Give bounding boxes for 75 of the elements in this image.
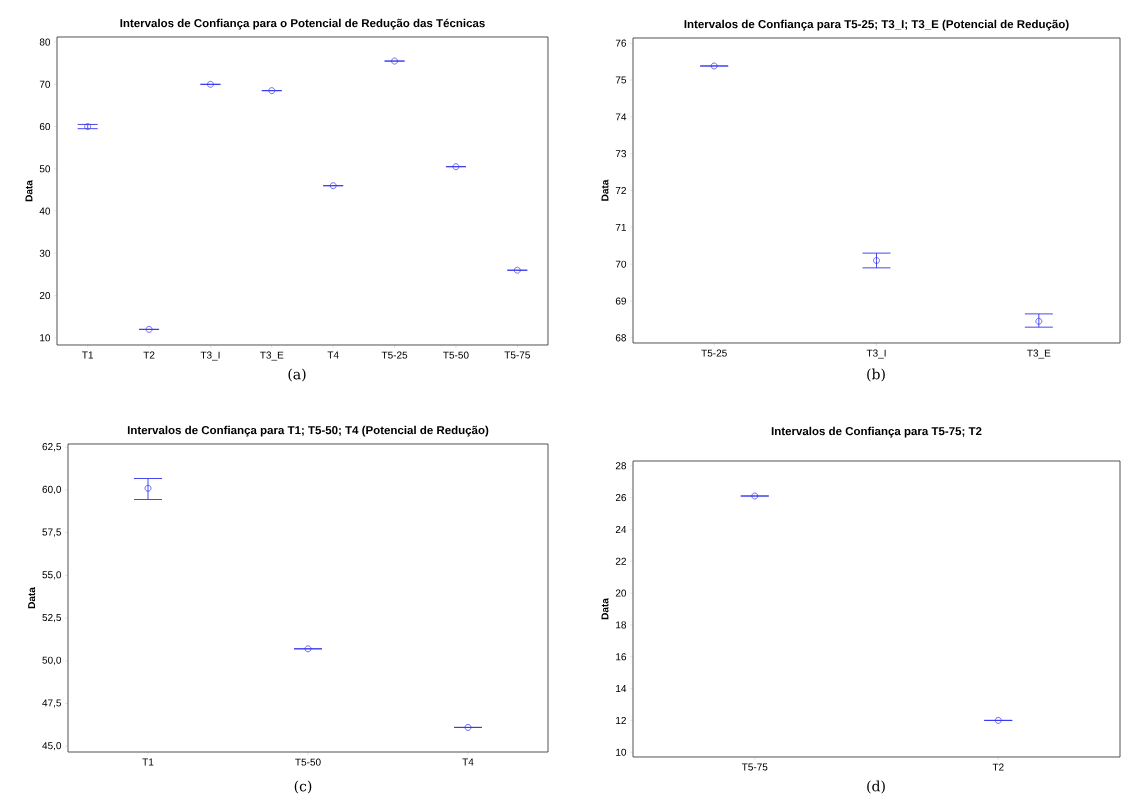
y-tick-label: 80 <box>39 38 51 46</box>
chart-title: Intervalos de Confiança para T1; T5-50; T4 (Potencial de Redução) <box>127 425 489 437</box>
point <box>873 257 880 264</box>
y-tick-label: 52,5 <box>42 613 62 623</box>
y-tick-label: 60,0 <box>42 485 62 495</box>
x-tick-label: T5-25 <box>381 351 408 359</box>
y-tick-label: 20 <box>39 292 51 300</box>
chart-title: Intervalos de Confiança para T5-25; T3_I; T3_E (Potencial de Redução) <box>684 19 1069 31</box>
y-tick-label: 70 <box>39 80 51 88</box>
x-tick-label: T5-25 <box>701 349 727 357</box>
x-tick-label: T2 <box>143 351 155 359</box>
x-tick-label: T4 <box>327 351 339 359</box>
y-tick-label: 50,0 <box>42 656 62 665</box>
y-tick-label: 60 <box>39 123 51 131</box>
y-tick-label: 72 <box>615 187 626 194</box>
x-tick-label: T1 <box>82 351 94 359</box>
x-tick-label: T5-50 <box>443 351 469 359</box>
y-tick-label: 45,0 <box>42 742 62 751</box>
point <box>145 326 153 333</box>
y-tick-label: 70 <box>615 260 627 268</box>
y-tick-label: 26 <box>615 494 627 502</box>
y-tick-label: 69 <box>615 297 627 305</box>
y-tick-label: 14 <box>616 685 627 693</box>
x-tick-label: T3_I <box>200 351 220 361</box>
point <box>464 724 472 731</box>
point <box>452 163 460 171</box>
y-tick-label: 28 <box>615 462 627 470</box>
y-tick-label: 24 <box>615 525 627 533</box>
y-tick-label: 68 <box>615 334 627 342</box>
y-tick-label: 10 <box>616 748 627 756</box>
y-tick-label: 30 <box>39 249 51 257</box>
point <box>304 645 312 653</box>
text: (d) <box>867 780 885 794</box>
y-tick-label: 12 <box>616 716 626 724</box>
y-tick-label: 71 <box>615 223 626 231</box>
y-tick-label: 62,5 <box>42 443 62 452</box>
x-tick-label: T2 <box>992 763 1004 771</box>
y-tick-label: 10 <box>40 334 51 342</box>
y-axis-title: Data <box>601 598 609 620</box>
y-tick-label: 57,5 <box>42 528 62 537</box>
y-tick-label: 73 <box>615 150 627 158</box>
point <box>710 62 718 70</box>
point <box>144 484 152 492</box>
point <box>207 80 214 88</box>
text: (a) <box>288 368 306 382</box>
x-tick-label: T3_E <box>1027 349 1051 359</box>
y-tick-label: 50 <box>39 165 51 173</box>
point <box>391 57 398 65</box>
y-tick-label: 55,0 <box>42 571 62 580</box>
y-tick-label: 75 <box>615 76 627 84</box>
y-axis-title: Data <box>25 180 33 202</box>
y-tick-label: 40 <box>39 207 51 215</box>
text: (c) <box>294 780 312 794</box>
y-tick-label: 76 <box>615 39 627 47</box>
y-tick-label: 18 <box>616 621 627 629</box>
x-tick-label: T4 <box>462 758 474 766</box>
x-tick-label: T5-75 <box>504 351 530 359</box>
y-axis-title: Data <box>601 179 609 201</box>
point <box>513 266 521 274</box>
x-tick-label: T3_I <box>866 349 886 359</box>
y-axis-title: Data <box>28 587 36 609</box>
y-tick-label: 20 <box>615 589 627 597</box>
y-tick-label: 47,5 <box>42 699 62 708</box>
chart-title: Intervalos de Confiança para T5-75; T2 <box>771 426 982 438</box>
point <box>268 87 276 94</box>
y-tick-label: 22 <box>615 557 626 565</box>
text: (b) <box>867 368 885 382</box>
x-tick-label: T3_E <box>260 351 284 361</box>
x-tick-label: T5-75 <box>741 763 768 771</box>
x-tick-label: T5-50 <box>295 758 321 766</box>
x-tick-label: T1 <box>142 758 154 766</box>
y-tick-label: 74 <box>615 113 627 121</box>
chart-title: Intervalos de Confiança para o Potencial de Redução das Técnicas <box>120 18 485 30</box>
point <box>329 182 337 190</box>
y-tick-label: 16 <box>616 653 627 661</box>
